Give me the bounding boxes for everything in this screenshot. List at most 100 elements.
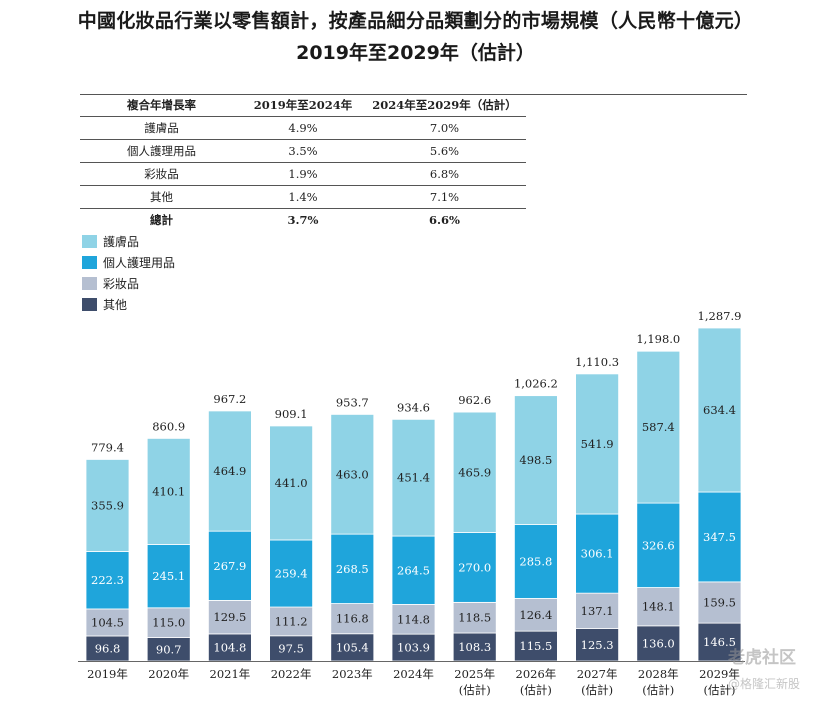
x-tick-label: 2028年 — [638, 667, 679, 681]
x-tick-label: 2019年 — [87, 667, 128, 681]
bar-value-label: 136.0 — [642, 636, 675, 650]
bar-value-label: 104.5 — [91, 615, 124, 629]
cagr-row-label: 彩妝品 — [80, 162, 243, 186]
legend-item-other: 其他 — [82, 294, 175, 315]
bar-segment — [269, 539, 314, 608]
bar-value-label: 108.3 — [458, 640, 491, 654]
legend-swatch — [82, 298, 97, 311]
bar-segment — [636, 587, 681, 627]
cagr-row-value: 6.6% — [429, 213, 460, 227]
x-tick-label: 2021年 — [210, 667, 251, 681]
bar-segment — [146, 438, 191, 545]
x-tick-label: 2027年 — [577, 667, 618, 681]
bar-value-label: 114.8 — [397, 612, 430, 626]
legend-label: 個人護理用品 — [103, 256, 176, 270]
bar-segment — [269, 425, 314, 541]
bar-value-label: 264.5 — [397, 563, 430, 577]
x-tick-label: 2022年 — [271, 667, 312, 681]
bar-total-label: 962.6 — [458, 393, 491, 407]
bar-total-label: 967.2 — [213, 392, 246, 406]
bar-value-label: 104.8 — [213, 640, 246, 654]
x-tick-label: 2020年 — [148, 667, 189, 681]
bar-segment — [636, 350, 681, 504]
cagr-row-value: 3.7% — [287, 213, 319, 227]
cagr-row-value: 4.9% — [243, 116, 363, 140]
bar-segment — [85, 551, 130, 610]
x-tick-sublabel: (估計) — [520, 683, 552, 697]
bar-segment — [636, 502, 681, 588]
bar-segment — [85, 608, 130, 637]
bar-value-label: 587.4 — [642, 420, 675, 434]
bar-value-label: 129.5 — [213, 610, 246, 624]
legend-swatch — [82, 235, 97, 248]
bar-segment — [391, 633, 436, 662]
cagr-row-value: 5.6% — [363, 139, 526, 163]
chart-title: 中國化妝品行業以零售額計，按產品細分品類劃分的市場規模（人民幣十億元） — [77, 10, 754, 32]
bar-value-label: 347.5 — [703, 530, 736, 544]
cagr-row-value: 7.1% — [363, 185, 526, 209]
bar-segment — [697, 327, 742, 493]
bar-total-label: 1,026.2 — [514, 377, 558, 391]
legend: 護膚品 個人護理用品 彩妝品 其他 — [82, 231, 175, 315]
cagr-row-label: 其他 — [80, 185, 243, 209]
bar-segment — [330, 603, 375, 635]
cagr-table-header-row: 複合年增長率 2019年至2024年 2024年至2029年（估計） — [80, 94, 526, 117]
bar-value-label: 465.9 — [458, 465, 491, 479]
cagr-row-total: 總計 3.7% 6.6% — [80, 209, 526, 232]
bar-segment — [207, 530, 252, 601]
bar-segment — [391, 535, 436, 605]
bar-total-label: 953.7 — [336, 395, 369, 409]
bar-segment — [330, 414, 375, 535]
cagr-header-period2: 2024年至2029年（估計） — [363, 94, 526, 117]
x-tick-label: 2025年 — [454, 667, 495, 681]
bar-segment — [391, 418, 436, 537]
cagr-row-value: 6.8% — [363, 162, 526, 186]
legend-label: 彩妝品 — [103, 277, 140, 291]
bar-value-label: 103.9 — [397, 641, 430, 655]
bar-segment — [575, 513, 619, 594]
bar-segment — [697, 491, 742, 583]
cagr-row-value: 1.4% — [243, 185, 363, 209]
bar-value-label: 267.9 — [213, 559, 246, 573]
cagr-row-label: 總計 — [150, 213, 173, 227]
bar-value-label: 222.3 — [91, 573, 124, 587]
cagr-header-label: 複合年增長率 — [80, 94, 243, 117]
bar-total-label: 779.4 — [91, 440, 124, 454]
bar-value-label: 159.5 — [703, 596, 736, 610]
legend-item-skincare: 護膚品 — [82, 231, 175, 252]
bar-value-label: 463.0 — [336, 467, 369, 481]
cagr-row-label: 個人護理用品 — [80, 139, 243, 163]
bar-segment — [575, 592, 619, 630]
legend-item-makeup: 彩妝品 — [82, 273, 175, 294]
x-tick-sublabel: (估計) — [581, 683, 613, 697]
bar-value-label: 111.2 — [275, 614, 308, 628]
bar-value-label: 270.0 — [458, 560, 491, 574]
bar-value-label: 105.4 — [336, 640, 369, 654]
bar-segment — [391, 604, 436, 635]
bar-value-label: 259.4 — [275, 567, 308, 581]
bar-value-label: 96.8 — [95, 641, 121, 655]
bar-value-label: 306.1 — [581, 547, 614, 561]
bar-total-label: 1,110.3 — [575, 355, 619, 369]
cagr-row-value: 3.5% — [243, 139, 363, 163]
bar-value-label: 90.7 — [156, 642, 182, 656]
bar-segment — [207, 633, 252, 662]
bar-total-label: 934.6 — [397, 400, 430, 414]
cagr-row-value: 1.9% — [243, 162, 363, 186]
bar-value-label: 245.1 — [152, 569, 185, 583]
bar-value-label: 464.9 — [213, 464, 246, 478]
bar-value-label: 125.3 — [581, 638, 614, 652]
bar-segment — [330, 633, 375, 662]
bar-segment — [575, 373, 619, 515]
bar-value-label: 441.0 — [275, 476, 308, 490]
legend-label: 護膚品 — [103, 235, 140, 249]
bar-value-label: 146.5 — [703, 635, 736, 649]
legend-swatch — [82, 277, 97, 290]
bar-segment — [452, 601, 497, 634]
bar-value-label: 634.4 — [703, 403, 736, 417]
bar-segment — [514, 395, 558, 525]
x-tick-label: 2029年 — [699, 667, 740, 681]
legend-swatch — [82, 256, 97, 269]
legend-label: 其他 — [103, 298, 128, 312]
x-tick-label: 2023年 — [332, 667, 373, 681]
